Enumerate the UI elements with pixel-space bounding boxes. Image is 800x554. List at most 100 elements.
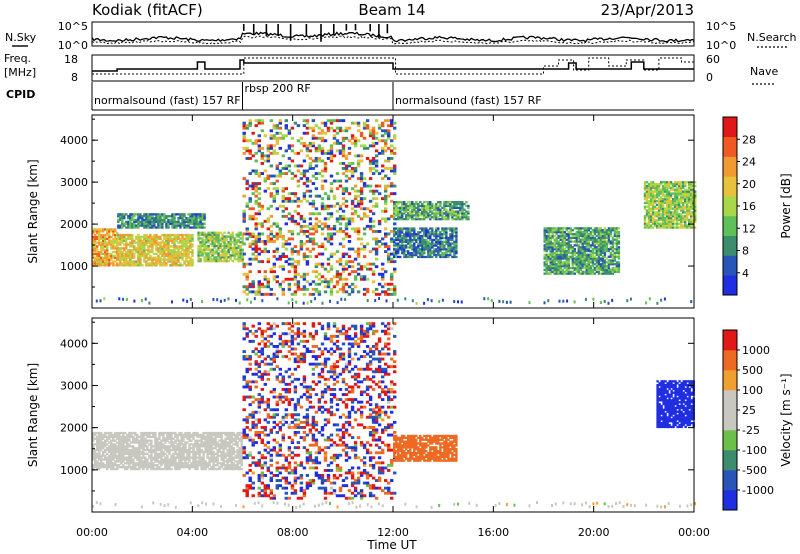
range-cell	[565, 229, 568, 232]
range-cell	[173, 222, 176, 225]
range-cell	[278, 146, 282, 150]
range-cell	[567, 232, 570, 236]
range-cell	[102, 452, 105, 455]
range-cell	[239, 254, 242, 257]
ground-cell	[235, 298, 237, 302]
range-cell	[281, 134, 285, 138]
range-cell	[692, 218, 695, 222]
range-cell	[344, 267, 349, 271]
range-cell	[179, 241, 182, 244]
range-cell	[229, 258, 232, 261]
range-cell	[682, 218, 685, 222]
range-cell	[153, 239, 156, 242]
range-cell	[96, 247, 99, 250]
range-cell	[242, 121, 246, 125]
range-cell	[245, 126, 249, 130]
range-cell	[611, 238, 615, 241]
range-cell	[549, 227, 552, 230]
range-cell	[314, 242, 319, 246]
range-cell	[147, 245, 150, 248]
range-cell	[104, 435, 107, 438]
range-cell	[157, 235, 160, 239]
ground-cell	[460, 300, 463, 304]
range-cell	[611, 244, 615, 247]
range-cell	[257, 172, 261, 175]
range-cell	[617, 236, 621, 239]
range-cell	[235, 258, 238, 261]
range-cell	[223, 239, 226, 242]
range-cell	[362, 277, 367, 281]
range-cell	[545, 238, 548, 241]
range-cell	[427, 201, 430, 204]
range-cell	[405, 216, 408, 219]
range-cell	[439, 235, 442, 238]
range-cell	[437, 235, 440, 238]
range-cell	[384, 202, 388, 206]
range-cell	[233, 248, 236, 251]
range-cell	[260, 232, 264, 236]
range-cell	[181, 249, 184, 252]
range-cell	[147, 262, 150, 265]
range-cell	[254, 189, 258, 193]
range-cell	[694, 200, 697, 203]
range-cell	[320, 146, 325, 150]
range-cell	[661, 217, 665, 220]
range-cell	[692, 207, 695, 210]
range-cell	[433, 253, 436, 257]
range-cell	[415, 206, 418, 209]
range-cell	[161, 252, 164, 256]
range-cell	[617, 265, 621, 268]
range-cell	[581, 231, 584, 234]
range-cell	[92, 247, 95, 250]
range-cell	[403, 235, 406, 238]
range-cell	[254, 212, 258, 216]
range-cell	[415, 235, 418, 238]
range-cell	[119, 213, 122, 216]
range-cell	[104, 260, 107, 263]
range-cell	[431, 246, 434, 249]
range-cell	[106, 247, 109, 250]
range-cell	[245, 275, 249, 279]
range-cell	[431, 227, 434, 230]
range-cell	[547, 244, 550, 247]
range-cell	[275, 179, 279, 183]
range-cell	[686, 203, 689, 206]
range-cell	[443, 229, 446, 232]
range-cell	[191, 250, 194, 254]
range-cell	[601, 255, 605, 258]
range-cell	[129, 224, 132, 227]
range-cell	[123, 256, 126, 259]
range-cell	[201, 239, 204, 242]
range-cell	[553, 263, 556, 266]
range-cell	[559, 229, 562, 232]
range-cell	[96, 456, 99, 459]
range-cell	[585, 249, 588, 253]
range-cell	[311, 270, 316, 274]
range-cell	[561, 246, 564, 249]
range-cell	[356, 194, 361, 198]
range-cell	[543, 240, 546, 243]
range-cell	[305, 179, 310, 183]
range-cell	[135, 250, 138, 254]
range-cell	[405, 233, 408, 236]
range-cell	[393, 287, 397, 291]
range-cell	[439, 246, 442, 249]
range-cell	[185, 254, 188, 257]
range-cell	[165, 264, 168, 267]
range-cell	[129, 262, 132, 265]
range-cell	[149, 262, 152, 265]
range-cell	[112, 458, 115, 461]
range-cell	[429, 204, 432, 208]
range-cell	[686, 205, 689, 208]
range-cell	[323, 139, 328, 143]
range-cell	[441, 227, 444, 230]
range-cell	[453, 201, 456, 204]
range-cell	[165, 247, 168, 250]
range-cell	[145, 256, 148, 259]
range-cell	[423, 246, 426, 249]
range-cell	[114, 241, 117, 244]
range-cell	[427, 253, 430, 257]
range-cell	[447, 210, 450, 213]
range-cell	[403, 218, 406, 221]
range-cell	[112, 435, 115, 438]
